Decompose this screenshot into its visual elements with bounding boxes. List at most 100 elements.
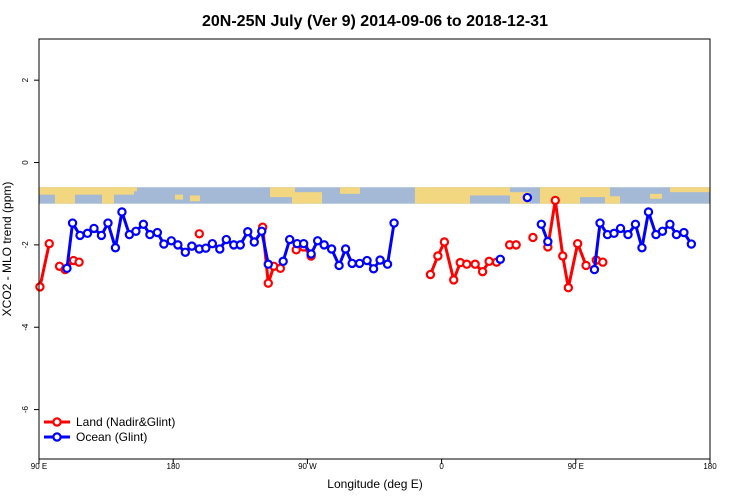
series-line-segment (386, 222, 396, 265)
data-point (354, 258, 365, 269)
legend-ocean-label: Ocean (Glint) (76, 430, 147, 444)
legend-land-marker (52, 417, 62, 427)
legend-ocean-marker (52, 432, 62, 442)
map-land (540, 187, 580, 204)
data-point (194, 229, 204, 239)
y-axis-label: XCO2 - MLO trend (ppm) (0, 182, 14, 317)
data-point (62, 263, 72, 274)
data-point (347, 258, 357, 269)
series-line-segment (442, 241, 456, 281)
data-point (495, 254, 506, 264)
map-land (39, 187, 134, 195)
series-layer (35, 192, 697, 293)
data-point (257, 226, 267, 236)
data-point (686, 239, 697, 249)
data-point (340, 244, 351, 254)
legend-land-label: Land (Nadir&Glint) (76, 415, 175, 429)
data-point (326, 244, 337, 254)
data-point (589, 264, 600, 275)
data-point (263, 278, 273, 288)
data-point (528, 232, 538, 243)
data-point (558, 251, 568, 261)
data-point (180, 247, 191, 257)
data-point (581, 260, 591, 271)
y-tick-label: 0 (21, 160, 30, 165)
map-land (102, 192, 114, 204)
y-tick-label: 2 (21, 77, 30, 82)
data-point (665, 219, 675, 229)
data-point (44, 238, 54, 249)
data-point (433, 251, 443, 261)
series-line-segment (113, 211, 124, 249)
data-point (298, 238, 309, 249)
series-line-segment (38, 243, 51, 288)
x-axis-label: Longitude (deg E) (327, 477, 422, 491)
data-point (462, 259, 472, 269)
y-axis: 2 0 -2 -4 -6 (21, 77, 39, 413)
x-axis: 90 E 180 90 W 0 90 E 180 (31, 459, 717, 471)
data-point (235, 240, 245, 250)
map-land (605, 196, 620, 204)
data-point (389, 218, 399, 228)
data-point (375, 255, 385, 265)
data-point (637, 243, 647, 253)
data-point (609, 228, 619, 239)
data-point (595, 218, 605, 228)
legend: Land (Nadir&Glint) Ocean (Glint) (44, 415, 175, 444)
x-tick-label: 90 W (298, 462, 317, 471)
data-point (362, 255, 372, 266)
data-point (679, 227, 689, 238)
y-tick-label: -2 (21, 241, 30, 249)
data-point (96, 230, 107, 241)
map-land (650, 193, 662, 199)
data-point (215, 244, 225, 254)
map-land (415, 187, 470, 204)
data-point (334, 260, 344, 271)
x-tick-label: 0 (439, 462, 444, 471)
data-point (243, 227, 253, 237)
data-point (572, 238, 583, 249)
data-point (187, 241, 197, 251)
data-point (67, 218, 78, 228)
chart-title: 20N-25N July (Ver 9) 2014-09-06 to 2018-… (202, 13, 548, 30)
data-point (131, 226, 141, 236)
data-point (103, 218, 113, 228)
data-point (657, 226, 668, 236)
data-point (306, 249, 316, 259)
data-point (117, 207, 127, 217)
world-map-band (39, 187, 710, 204)
data-point (152, 227, 163, 238)
data-point (536, 219, 547, 229)
data-point (89, 223, 99, 234)
data-point (319, 240, 329, 250)
data-point (110, 243, 121, 253)
data-point (511, 240, 521, 250)
data-point (75, 230, 85, 241)
data-point (477, 266, 488, 277)
map-land (55, 187, 75, 204)
map-land (580, 187, 610, 198)
data-point (284, 234, 295, 245)
data-point (173, 240, 183, 250)
data-point (598, 257, 608, 267)
data-point (643, 207, 654, 217)
data-point (166, 236, 177, 246)
map-land (470, 187, 510, 196)
data-point (201, 243, 211, 253)
data-point (671, 229, 682, 240)
series-line-segment (65, 222, 75, 269)
series-line-segment (561, 255, 570, 288)
series-line-segment (640, 211, 650, 249)
data-point (425, 269, 436, 280)
x-tick-label: 180 (703, 462, 717, 471)
data-point (74, 257, 84, 267)
series-line-segment (566, 243, 580, 289)
map-land (292, 192, 322, 204)
map-land (112, 187, 137, 192)
data-point (615, 223, 626, 234)
series-line-segment (553, 200, 565, 257)
data-point (249, 237, 259, 247)
plot-frame (38, 38, 711, 460)
data-point (82, 228, 93, 239)
